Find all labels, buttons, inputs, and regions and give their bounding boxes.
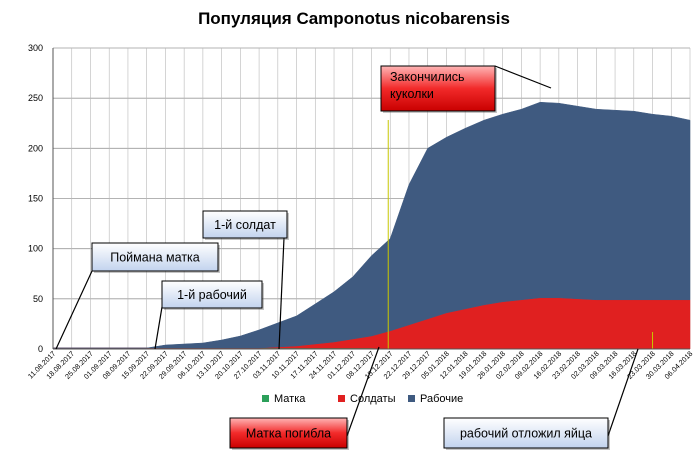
legend: Матка Солдаты Рабочие <box>262 393 463 405</box>
callout-box <box>91 242 219 272</box>
callout-blue: Поймана матка <box>55 242 220 350</box>
callout-text: Поймана матка <box>110 251 200 265</box>
y-tick-labels: 0 50 100 150 200 250 300 <box>28 43 43 354</box>
legend-swatch <box>408 395 415 402</box>
callout-box <box>443 417 609 449</box>
callout-line <box>55 270 93 350</box>
callout-line <box>154 306 163 350</box>
callout-blue: рабочий отложил яйца <box>443 348 639 450</box>
callout-blue: 1-й рабочий <box>154 280 264 350</box>
annotation-markers <box>387 120 654 349</box>
callout-line <box>346 346 380 437</box>
callout-text: Матка погибла <box>246 427 331 441</box>
callout-red: Матка погибла <box>229 346 380 450</box>
callout-box <box>202 210 288 239</box>
x-tick-labels: 11.08.201718.08.201725.08.201701.09.2017… <box>26 349 694 381</box>
callout-text: куколки <box>390 87 434 101</box>
callout-box <box>229 417 348 449</box>
y-tick-label: 300 <box>28 43 43 53</box>
legend-swatch <box>262 395 269 402</box>
callout-box <box>380 65 496 112</box>
y-tick-label: 0 <box>38 344 43 354</box>
callout-text: Закончились <box>390 70 465 84</box>
callout-blue: 1-й солдат <box>202 210 289 350</box>
legend-label: Рабочие <box>420 393 463 405</box>
legend-label: Солдаты <box>350 393 396 405</box>
callout-text: рабочий отложил яйца <box>460 427 592 441</box>
legend-swatch <box>338 395 345 402</box>
callout-box <box>161 280 263 309</box>
legend-label: Матка <box>274 393 306 405</box>
callout-line <box>494 65 552 89</box>
callout-line <box>607 348 639 437</box>
y-tick-label: 100 <box>28 244 43 254</box>
callouts: Поймана матка 1-й рабочий 1-й солдат Законч… <box>55 65 639 450</box>
area-workers <box>53 101 691 349</box>
y-tick-label: 50 <box>33 294 43 304</box>
axes <box>52 48 690 350</box>
callout-text: 1-й солдат <box>214 218 276 232</box>
y-tick-label: 200 <box>28 143 43 153</box>
chart-title: Популяция Camponotus nicobarensis <box>198 9 510 28</box>
y-tick-label: 150 <box>28 194 43 204</box>
y-tick-label: 250 <box>28 93 43 103</box>
callout-text: 1-й рабочий <box>177 288 247 302</box>
callout-line <box>278 237 285 350</box>
callout-red: Закончились куколки <box>380 65 552 113</box>
